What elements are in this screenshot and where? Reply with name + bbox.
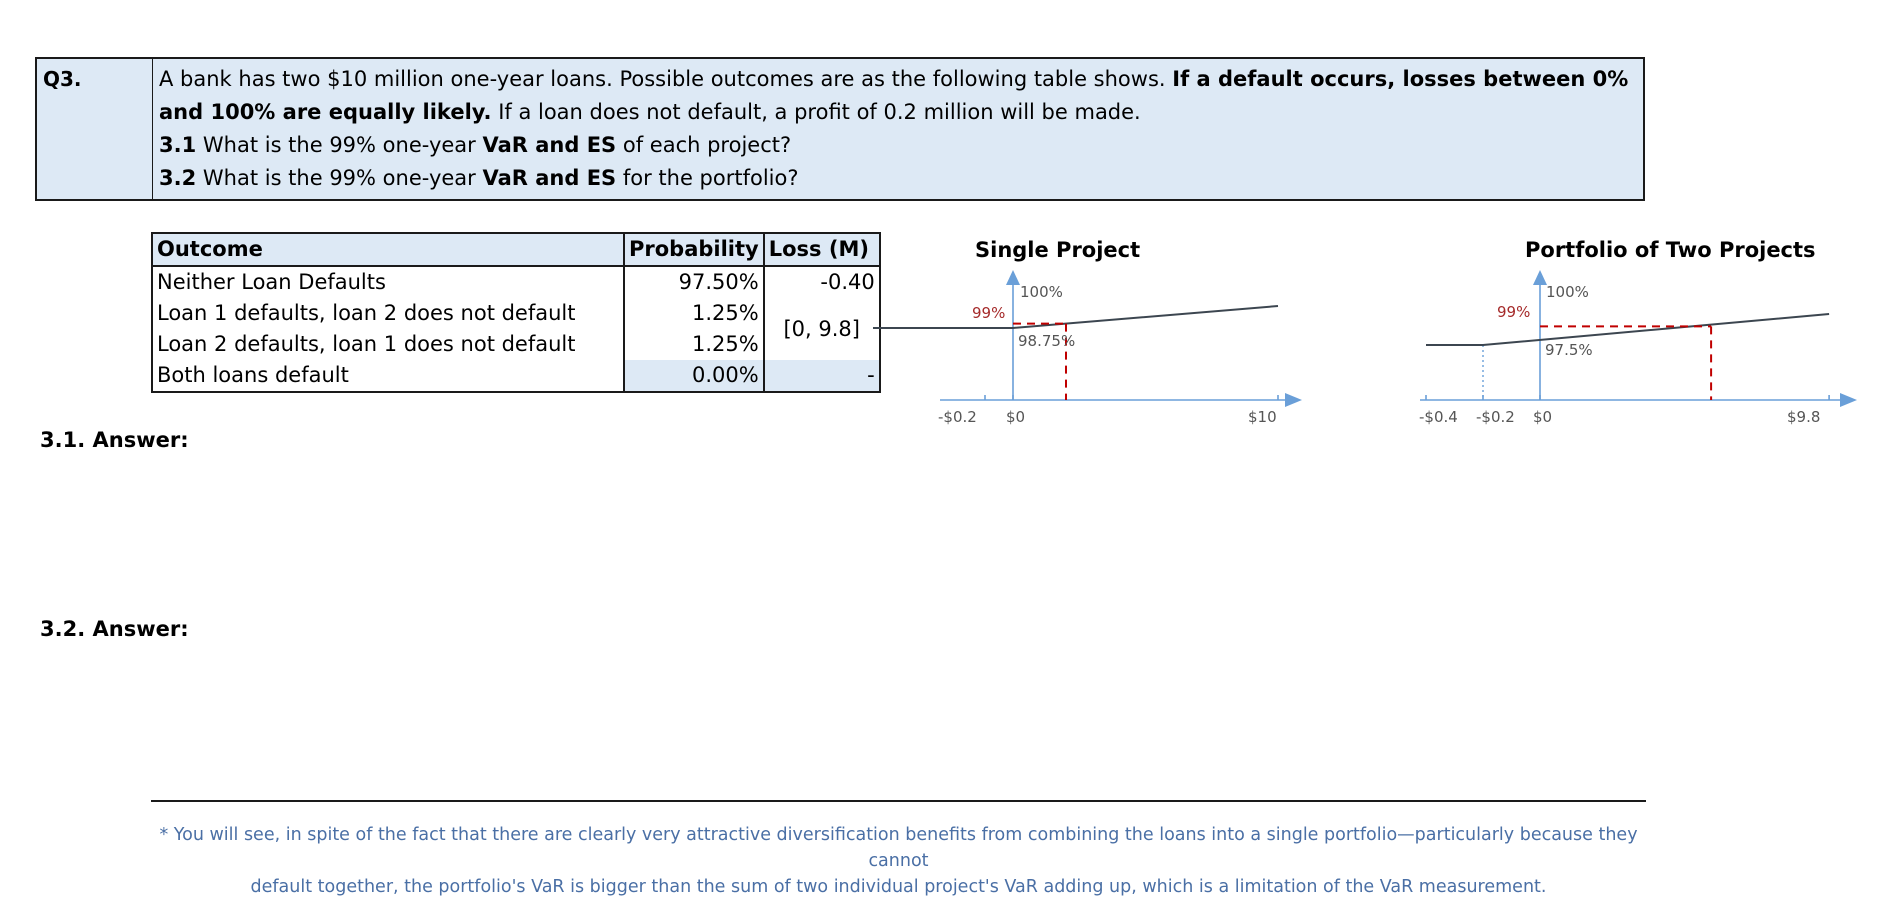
- tick-label: $9.8: [1787, 408, 1820, 426]
- tick-label: -$0.2: [1476, 408, 1515, 426]
- table-row: Loan 2 defaults, loan 1 does not default…: [152, 329, 880, 360]
- question-statement: A bank has two $10 million one-year loan…: [159, 63, 1639, 129]
- outcome-cell: Neither Loan Defaults: [152, 266, 625, 298]
- x-axis-arrow: [1840, 393, 1857, 407]
- question-box: Q3. A bank has two $10 million one-year …: [35, 57, 1645, 201]
- question-3-2: 3.2 What is the 99% one-year VaR and ES …: [159, 162, 1639, 195]
- q32-bold: VaR and ES: [482, 166, 617, 190]
- tick-label: $0: [1006, 408, 1025, 426]
- footnote-line: default together, the portfolio's VaR is…: [250, 877, 1547, 897]
- outcome-cell: Loan 2 defaults, loan 1 does not default: [152, 329, 625, 360]
- table-row: Neither Loan Defaults 97.50% -0.40: [152, 266, 880, 298]
- header-loss: Loss (M): [763, 233, 880, 267]
- chart-title: Portfolio of Two Projects: [1525, 238, 1816, 262]
- probability-cell: 1.25%: [624, 298, 765, 329]
- probability-cell: 1.25%: [624, 329, 765, 360]
- answer-3-1-label: 3.1. Answer:: [40, 428, 189, 452]
- q31-pre: What is the 99% one-year: [196, 133, 483, 157]
- question-label: Q3.: [43, 67, 82, 91]
- header-outcome: Outcome: [152, 233, 625, 267]
- outcome-cell: Loan 1 defaults, loan 2 does not default: [152, 298, 625, 329]
- axes: [940, 270, 1302, 407]
- footnote: * You will see, in spite of the fact tha…: [151, 822, 1646, 900]
- axes: [1420, 270, 1857, 407]
- loss-cell-merged: [0, 9.8]: [783, 316, 860, 341]
- chart-title: Single Project: [975, 238, 1140, 262]
- x-tick-marks: [984, 395, 1279, 400]
- probability-cell: 0.00%: [624, 360, 765, 392]
- q32-pre: What is the 99% one-year: [196, 166, 483, 190]
- question-3-1: 3.1 What is the 99% one-year VaR and ES …: [159, 129, 1639, 162]
- statement-bold: If a default occurs, losses between 0% a…: [159, 67, 1629, 124]
- table-row: Loan 1 defaults, loan 2 does not default…: [152, 298, 880, 341]
- label-99: 99%: [972, 304, 1005, 322]
- label-100: 100%: [1546, 283, 1589, 301]
- footer-divider: [151, 800, 1646, 802]
- tick-label: $10: [1248, 408, 1277, 426]
- label-99: 99%: [1497, 303, 1530, 321]
- q32-post: for the portfolio?: [616, 166, 799, 190]
- q31-bold: VaR and ES: [482, 133, 617, 157]
- q32-number: 3.2: [159, 166, 197, 190]
- y-axis-arrow: [1533, 270, 1547, 285]
- q31-number: 3.1: [159, 133, 197, 157]
- single-project-chart: Single Project 100% 99% 98.75% -$0.2 $0 …: [873, 238, 1302, 426]
- label-base: 98.75%: [1018, 332, 1075, 350]
- outcome-cell: Both loans default: [152, 360, 625, 392]
- cdf-line: [873, 305, 1279, 329]
- label-100: 100%: [1020, 283, 1063, 301]
- probability-cell: 97.50%: [624, 266, 765, 298]
- tick-label: -$0.4: [1419, 408, 1458, 426]
- outcome-table: Outcome Probability Loss (M) Neither Loa…: [151, 232, 881, 393]
- table-header-row: Outcome Probability Loss (M): [152, 233, 880, 267]
- x-axis-arrow: [1285, 393, 1302, 407]
- question-text: A bank has two $10 million one-year loan…: [159, 63, 1639, 195]
- label-base: 97.5%: [1545, 341, 1593, 359]
- loss-cell: -0.40: [820, 270, 875, 294]
- question-divider: [152, 59, 153, 199]
- header-probability: Probability: [624, 233, 765, 267]
- tick-label: -$0.2: [938, 408, 977, 426]
- statement-plain: A bank has two $10 million one-year loan…: [159, 67, 1173, 91]
- table-row: Both loans default 0.00% -: [152, 360, 880, 392]
- tick-label: $0: [1533, 408, 1552, 426]
- q31-post: of each project?: [616, 133, 792, 157]
- answer-3-2-label: 3.2. Answer:: [40, 617, 189, 641]
- portfolio-chart: Portfolio of Two Projects 100% 99% 97.5%…: [1419, 238, 1857, 426]
- loss-cell: -: [763, 360, 880, 392]
- statement-tail: If a loan does not default, a profit of …: [491, 100, 1141, 124]
- footnote-line: * You will see, in spite of the fact tha…: [159, 825, 1638, 871]
- cdf-line: [1426, 313, 1830, 346]
- y-axis-arrow: [1006, 270, 1020, 285]
